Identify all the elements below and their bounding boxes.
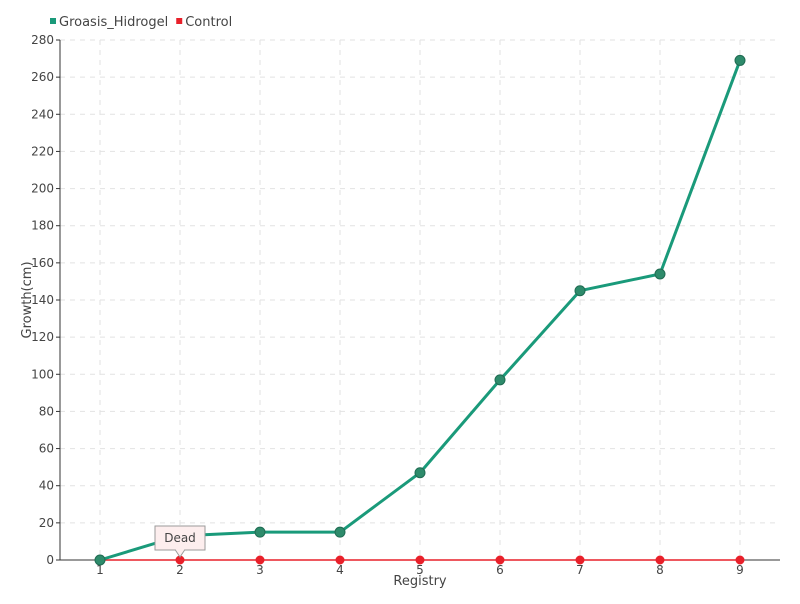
y-tick-label: 40 [39, 479, 54, 493]
y-tick-label: 180 [31, 219, 54, 233]
y-tick-label: 200 [31, 182, 54, 196]
data-point-groasis-hidrogel[interactable] [654, 268, 666, 280]
legend[interactable]: Groasis_Hidrogel Control [50, 15, 232, 30]
data-point-control[interactable] [415, 555, 425, 565]
x-tick-label: 7 [576, 563, 584, 577]
data-point-control[interactable] [335, 555, 345, 565]
data-point-control[interactable] [735, 555, 745, 565]
y-tick-label: 220 [31, 144, 54, 158]
x-tick-label: 6 [496, 563, 504, 577]
annotation-box [154, 525, 206, 551]
annotation-pointer [174, 549, 186, 558]
data-point-groasis-hidrogel[interactable] [254, 526, 266, 538]
x-tick-label: 3 [256, 563, 264, 577]
data-point-groasis-hidrogel[interactable] [414, 467, 426, 479]
y-tick-label: 120 [31, 330, 54, 344]
y-tick-label: 0 [46, 553, 54, 567]
data-point-control[interactable] [255, 555, 265, 565]
x-axis-label: Registry [393, 574, 447, 589]
legend-label: Groasis_Hidrogel [59, 15, 168, 30]
data-point-groasis-hidrogel[interactable] [494, 374, 506, 386]
y-tick-labels: 0 20 40 60 80 100 120 140 160 180 200 220 240 260 280 [31, 33, 60, 567]
legend-swatch [176, 18, 183, 24]
x-tick-label: 4 [336, 563, 344, 577]
x-tick-label: 8 [656, 563, 664, 577]
data-point-groasis-hidrogel[interactable] [94, 554, 106, 566]
legend-label: Control [185, 15, 232, 30]
data-point-groasis-hidrogel[interactable] [734, 54, 746, 66]
legend-swatch [50, 18, 56, 24]
annotation-label: Dead [164, 531, 196, 545]
x-tick-label: 1 [96, 563, 104, 577]
y-tick-label: 260 [31, 70, 54, 84]
y-tick-label: 160 [31, 256, 54, 270]
legend-item-groasis-hidrogel[interactable]: Groasis_Hidrogel [50, 15, 168, 30]
y-tick-label: 280 [31, 33, 54, 47]
y-tick-label: 80 [39, 404, 54, 418]
series-control [95, 555, 745, 565]
data-point-control[interactable] [495, 555, 505, 565]
y-tick-label: 100 [31, 367, 54, 381]
y-axis-label: Growth(cm) [20, 261, 35, 338]
data-point-groasis-hidrogel[interactable] [574, 285, 586, 297]
legend-item-control[interactable]: Control [176, 15, 232, 30]
x-tick-label: 9 [736, 563, 744, 577]
y-tick-label: 140 [31, 293, 54, 307]
data-point-groasis-hidrogel[interactable] [334, 526, 346, 538]
annotations: Dead [154, 525, 206, 558]
grid [60, 39, 780, 560]
annotation-callout: Dead [154, 525, 206, 558]
data-point-control[interactable] [655, 555, 665, 565]
data-point-control[interactable] [575, 555, 585, 565]
y-tick-label: 240 [31, 107, 54, 121]
x-tick-label: 2 [176, 563, 184, 577]
y-tick-label: 60 [39, 442, 54, 456]
y-tick-label: 20 [39, 516, 54, 530]
x-tick-label: 5 [416, 563, 424, 577]
